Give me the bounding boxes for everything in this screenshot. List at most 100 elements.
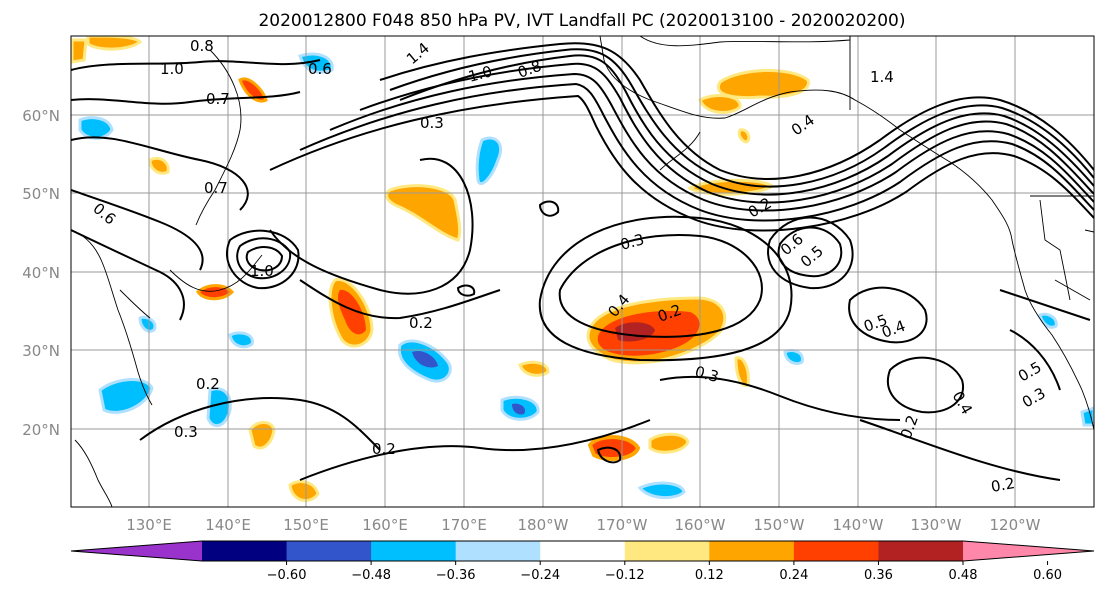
lon-label: 140°W	[833, 516, 884, 534]
contour-label: 0.2	[409, 314, 433, 332]
lon-label: 120°W	[990, 516, 1041, 534]
pv-shade-nw-corner	[86, 36, 143, 51]
colorbar: −0.60 −0.48 −0.36 −0.24 −0.12 0.12 0.24 0.36 0.4…	[70, 540, 1095, 583]
latitude-labels: 60°N 50°N 40°N 30°N 20°N	[22, 107, 60, 439]
contour-label: 0.3	[174, 423, 198, 441]
lon-label: 160°E	[362, 516, 408, 534]
pv-shade-neg-west-1	[98, 378, 154, 414]
contour-0.3-central	[558, 234, 763, 338]
pv-shade-neg-west-3	[228, 331, 254, 349]
contour-label: 0.3	[420, 114, 444, 132]
contour-0.2-central	[538, 215, 793, 362]
contour-0.3-mid	[269, 157, 474, 295]
contour-label: 0.7	[206, 90, 230, 108]
contour-nw-5	[71, 229, 185, 321]
coastline-alaska-north	[639, 36, 851, 47]
colorbar-tick-label: −0.36	[436, 568, 476, 583]
pv-shade-okhotsk	[238, 77, 268, 103]
contour-label: 0.2	[372, 440, 396, 458]
contour-mid-small-2	[456, 284, 476, 297]
contour-label: 0.2	[196, 375, 220, 393]
contour-mid-small	[538, 200, 560, 217]
contour-nw-4	[71, 189, 204, 271]
contour-0.2-se	[859, 419, 1061, 481]
colorbar-swatch	[963, 541, 1094, 561]
lon-label: 170°W	[597, 516, 648, 534]
pv-shade-kuroshio	[385, 184, 462, 242]
colorbar-tick-label: 0.24	[779, 568, 808, 583]
colorbar-swatch	[624, 541, 710, 561]
pv-shade-kamchatka	[148, 156, 170, 175]
pv-shade-subtropics-5	[518, 360, 550, 377]
colorbar-swatch	[202, 541, 288, 561]
lat-label: 60°N	[22, 107, 60, 125]
pv-shade-neg-west-2	[206, 387, 232, 427]
coastline-philippines	[74, 439, 113, 507]
pv-shade-neg-bering	[475, 136, 503, 186]
contour-jet-5	[329, 72, 1094, 212]
contour-0.5-east	[848, 286, 928, 344]
contour-label: 0.3	[693, 362, 721, 386]
contour-nw-3	[71, 136, 249, 211]
colorbar-swatch	[371, 541, 457, 561]
coastline-inland-1	[1039, 199, 1071, 301]
pv-contours	[71, 42, 1094, 481]
colorbar-outline	[70, 540, 1095, 562]
contour-label: 0.6	[308, 60, 332, 78]
colorbar-tick-label: −0.48	[351, 568, 391, 583]
lon-label: 160°W	[675, 516, 726, 534]
colorbar-tick-label: 0.48	[949, 568, 978, 583]
contour-jet-1	[379, 42, 1094, 180]
contour-low-nw-2	[236, 237, 292, 280]
map-frame	[70, 35, 1095, 508]
lat-label: 30°N	[22, 342, 60, 360]
pv-shade-subtropics-4	[288, 480, 320, 502]
pv-shade-neg-nw	[78, 116, 114, 140]
contour-jet-7	[269, 94, 1094, 232]
contour-label: 0.7	[204, 179, 228, 197]
lon-label: 130°E	[126, 516, 172, 534]
contour-label: 0.3	[618, 230, 646, 254]
pv-shade-neg-subtrop-east2	[783, 348, 804, 366]
coastline-korea	[119, 289, 151, 319]
pv-shade-nw-2	[71, 38, 88, 64]
lat-label: 40°N	[22, 264, 60, 282]
contour-label: 1.0	[250, 262, 274, 280]
pv-shade-subtropics-2	[648, 432, 690, 454]
pv-shade-neg-japan	[138, 315, 157, 333]
contour-0.2-south	[299, 419, 651, 481]
lat-label: 50°N	[22, 185, 60, 203]
shaded-fields	[71, 36, 1094, 502]
contour-nw-1	[71, 59, 321, 71]
colorbar-tick-label: −0.24	[520, 568, 560, 583]
contour-label: 0.2	[990, 474, 1017, 496]
contour-jet-2	[389, 48, 1094, 188]
lon-label: 170°E	[441, 516, 487, 534]
coastline-kamchatka	[195, 49, 242, 226]
colorbar-ticks: −0.60 −0.48 −0.36 −0.24 −0.12 0.12 0.24 0.36 0.4…	[267, 561, 1062, 583]
lon-label: 180°W	[518, 516, 569, 534]
pv-shade-neg-mid-1-core	[412, 350, 438, 368]
colorbar-swatch	[878, 541, 964, 561]
contour-nw-2	[71, 91, 301, 105]
contour-jet-6	[299, 82, 1094, 222]
contour-0.3-south	[139, 397, 381, 451]
pv-shade-neg-se	[1080, 406, 1094, 427]
pv-shade-aleutian	[737, 128, 751, 144]
colorbar-swatch	[793, 541, 879, 561]
coastline-inland-3	[1054, 279, 1091, 301]
lon-label: 130°W	[911, 516, 962, 534]
contour-mid-small-3	[596, 446, 622, 464]
colorbar-swatch	[709, 541, 795, 561]
contour-low-nw-3	[245, 246, 284, 272]
map-panel: 0.8 1.0 0.6 1.4 0.3 1.0 0.8 1.4 0.4 0.7 …	[70, 35, 1095, 508]
contour-east-coast	[1009, 329, 1061, 391]
contour-east-coast-2	[999, 289, 1091, 321]
lon-label: 150°E	[283, 516, 329, 534]
contour-label: 1.0	[466, 62, 494, 86]
contour-low-nw	[225, 229, 300, 290]
colorbar-tick-label: 0.60	[1033, 568, 1062, 583]
contour-east-low	[767, 216, 854, 290]
pv-shade-alaska-south	[698, 94, 742, 114]
